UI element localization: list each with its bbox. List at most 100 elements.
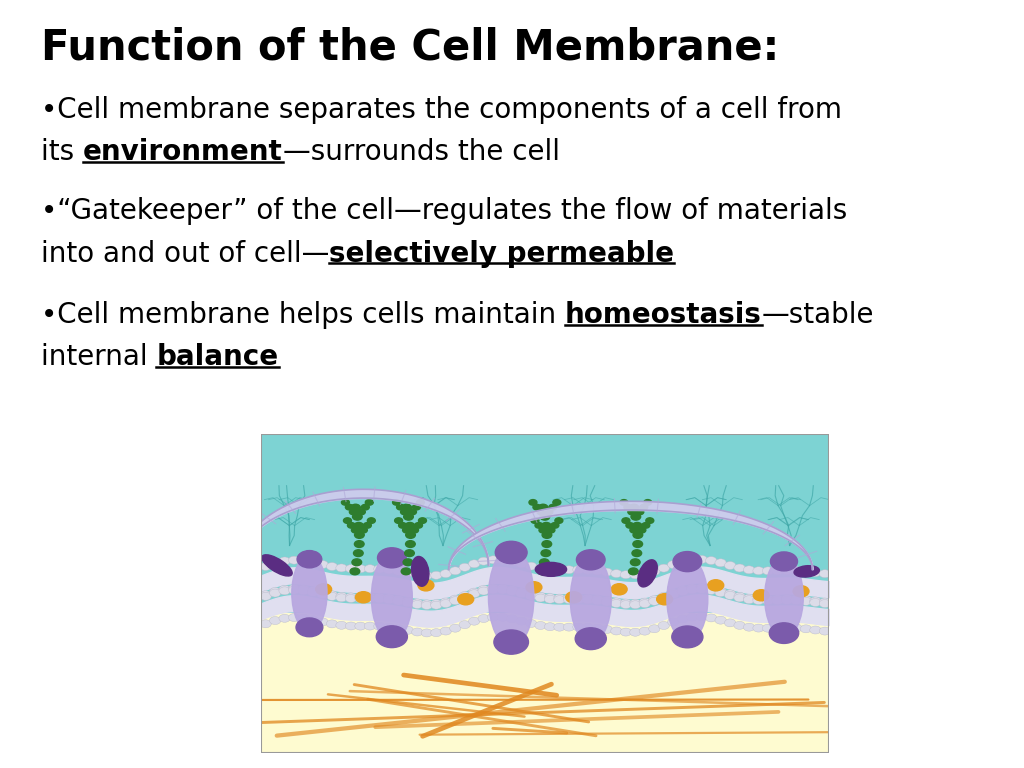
Circle shape	[563, 566, 574, 574]
Circle shape	[357, 509, 366, 515]
Circle shape	[400, 509, 409, 515]
Circle shape	[269, 588, 281, 595]
Circle shape	[575, 627, 606, 650]
Circle shape	[810, 597, 821, 605]
Circle shape	[686, 613, 698, 621]
Circle shape	[450, 597, 461, 604]
Circle shape	[431, 571, 442, 579]
Circle shape	[364, 522, 372, 528]
Circle shape	[754, 590, 769, 601]
Circle shape	[350, 505, 360, 511]
Circle shape	[553, 500, 561, 505]
Circle shape	[345, 564, 356, 573]
Circle shape	[724, 590, 736, 598]
Circle shape	[532, 505, 541, 510]
Circle shape	[396, 505, 404, 510]
Circle shape	[406, 541, 416, 548]
Ellipse shape	[667, 558, 708, 641]
Circle shape	[545, 509, 553, 515]
Circle shape	[415, 522, 423, 528]
Circle shape	[545, 595, 556, 603]
Circle shape	[537, 509, 545, 515]
Circle shape	[478, 587, 489, 595]
Circle shape	[611, 584, 627, 595]
Circle shape	[762, 597, 774, 604]
Circle shape	[347, 522, 355, 528]
Circle shape	[601, 597, 612, 604]
Circle shape	[459, 621, 470, 629]
Circle shape	[633, 541, 643, 548]
Circle shape	[368, 518, 376, 523]
Circle shape	[411, 528, 419, 533]
Circle shape	[336, 594, 347, 602]
Circle shape	[621, 628, 632, 636]
Circle shape	[673, 551, 701, 571]
Circle shape	[345, 622, 356, 630]
Circle shape	[398, 522, 407, 528]
Circle shape	[639, 627, 650, 635]
Circle shape	[497, 586, 508, 594]
Circle shape	[497, 584, 508, 592]
Circle shape	[549, 505, 557, 510]
Circle shape	[724, 619, 736, 627]
Circle shape	[469, 590, 480, 598]
Circle shape	[421, 629, 432, 637]
Circle shape	[668, 589, 679, 597]
Circle shape	[793, 586, 809, 597]
Circle shape	[540, 559, 549, 566]
Circle shape	[583, 596, 594, 604]
Circle shape	[525, 591, 537, 598]
Text: environment: environment	[83, 138, 283, 166]
Circle shape	[440, 570, 452, 578]
Circle shape	[668, 561, 679, 568]
Circle shape	[350, 568, 359, 574]
Circle shape	[365, 594, 376, 603]
Circle shape	[545, 594, 556, 601]
Circle shape	[769, 623, 799, 644]
Circle shape	[450, 624, 461, 632]
Circle shape	[354, 522, 364, 529]
Circle shape	[307, 587, 318, 594]
Circle shape	[554, 594, 565, 602]
Circle shape	[392, 595, 404, 604]
Circle shape	[289, 614, 300, 621]
Circle shape	[354, 594, 367, 603]
Circle shape	[621, 571, 632, 578]
Circle shape	[644, 500, 651, 505]
Circle shape	[686, 556, 698, 564]
Circle shape	[629, 568, 638, 574]
Circle shape	[630, 571, 641, 579]
Circle shape	[376, 626, 408, 647]
Circle shape	[800, 625, 812, 633]
Ellipse shape	[412, 557, 429, 586]
Circle shape	[459, 563, 470, 571]
Text: •Cell membrane separates the components of a cell from: •Cell membrane separates the components …	[41, 96, 842, 124]
Circle shape	[487, 613, 499, 621]
Circle shape	[279, 587, 291, 595]
Circle shape	[696, 585, 708, 593]
Circle shape	[412, 628, 423, 636]
Circle shape	[762, 624, 774, 632]
Circle shape	[734, 621, 745, 629]
Circle shape	[696, 613, 708, 621]
Circle shape	[365, 593, 376, 601]
Circle shape	[383, 594, 394, 602]
FancyBboxPatch shape	[261, 613, 829, 753]
Circle shape	[601, 625, 612, 634]
Circle shape	[298, 614, 309, 622]
Circle shape	[791, 597, 802, 604]
Circle shape	[772, 624, 783, 632]
Circle shape	[383, 596, 394, 604]
Circle shape	[545, 623, 556, 631]
Circle shape	[459, 591, 470, 600]
Circle shape	[516, 588, 527, 596]
Circle shape	[592, 595, 603, 603]
Circle shape	[298, 585, 309, 593]
Circle shape	[374, 594, 385, 603]
Circle shape	[406, 522, 415, 529]
Circle shape	[394, 518, 402, 523]
Circle shape	[374, 593, 385, 601]
Circle shape	[791, 595, 802, 603]
Circle shape	[642, 522, 650, 528]
Circle shape	[401, 505, 412, 511]
